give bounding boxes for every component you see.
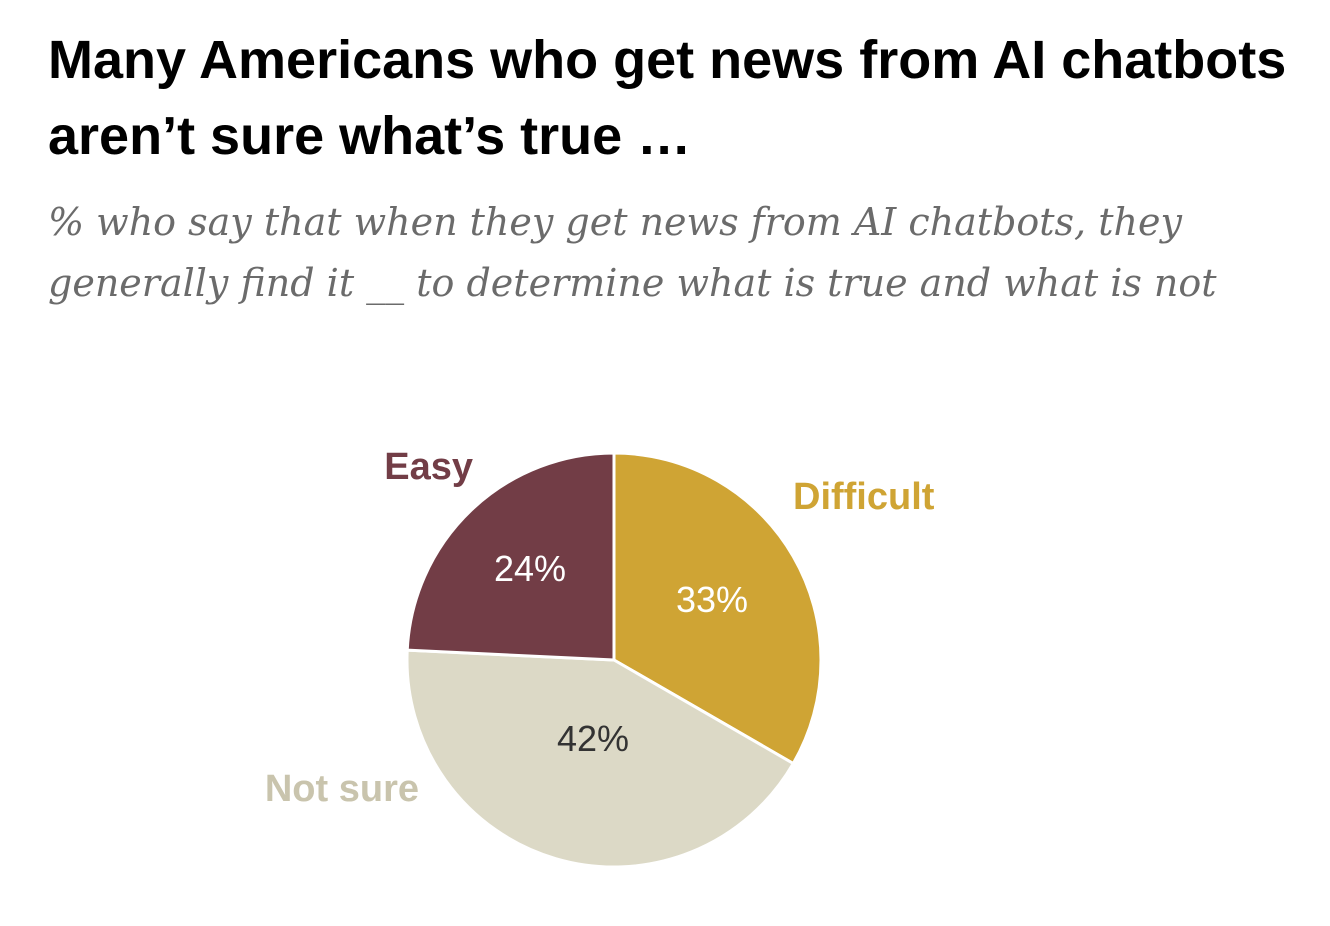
slice-label-easy: Easy bbox=[384, 446, 473, 488]
chart-subtitle: % who say that when they get news from A… bbox=[48, 200, 1217, 305]
slice-labels: Difficult Not sure Easy bbox=[265, 446, 935, 810]
chart-title: Many Americans who get news from AI chat… bbox=[48, 30, 1287, 166]
value-labels: 33% 42% 24% bbox=[494, 548, 748, 759]
pie-slice-not-sure bbox=[405, 648, 795, 869]
pie-slice-difficult bbox=[612, 451, 823, 765]
slice-label-not-sure: Not sure bbox=[265, 768, 419, 810]
value-label-not-sure: 42% bbox=[557, 718, 629, 759]
value-label-easy: 24% bbox=[494, 548, 566, 589]
slice-label-difficult: Difficult bbox=[793, 476, 935, 518]
value-label-difficult: 33% bbox=[676, 579, 748, 620]
pie-slice-easy bbox=[405, 451, 616, 662]
pie-slices bbox=[405, 451, 823, 869]
